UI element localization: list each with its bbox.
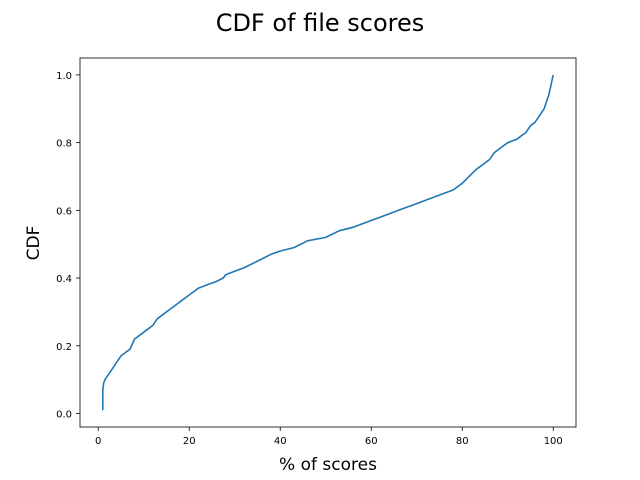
plot-frame	[79, 57, 577, 428]
plot-area	[79, 57, 577, 428]
cdf-line-series-0	[102, 74, 554, 411]
x-tick-label: 0	[95, 436, 101, 447]
y-tick-label: 0.4	[56, 274, 72, 285]
y-tick-label: 0.2	[56, 342, 72, 353]
x-tick-label: 40	[274, 436, 287, 447]
y-tick-label: 0.6	[56, 206, 72, 217]
x-tick-label: 80	[456, 436, 469, 447]
y-tick-label: 0.8	[56, 139, 72, 150]
chart-title: CDF of file scores	[216, 9, 425, 37]
y-tick-label: 0.0	[56, 409, 72, 420]
x-axis-label: % of scores	[279, 455, 377, 475]
y-axis-ticks: 0.0 0.2 0.4 0.6 0.8 1.0	[56, 71, 80, 420]
x-tick-label: 60	[365, 436, 378, 447]
y-axis-label: CDF	[24, 226, 44, 261]
x-axis-ticks: 0 20 40 60 80 100	[95, 427, 563, 447]
y-tick-label: 1.0	[56, 71, 72, 82]
x-tick-label: 20	[183, 436, 196, 447]
x-tick-label: 100	[544, 436, 563, 447]
